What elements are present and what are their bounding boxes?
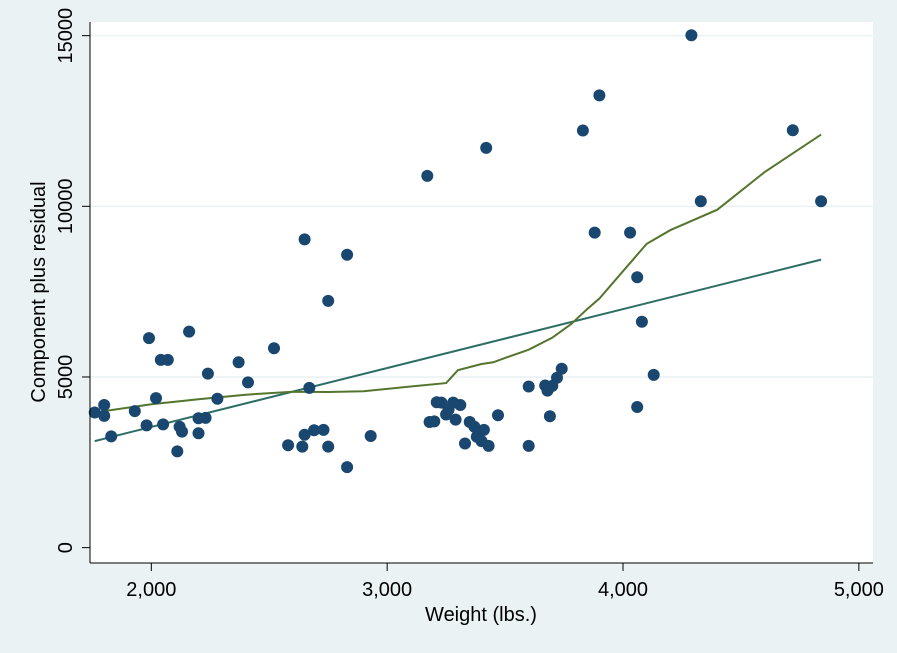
scatter-point-24 [296, 440, 309, 453]
scatter-point-45 [459, 437, 471, 450]
linear-fit-line [94, 258, 822, 443]
scatter-point-69 [647, 368, 660, 381]
x-tick-label-3: 5,000 [834, 579, 884, 601]
scatter-point-61 [555, 362, 568, 375]
scatter-point-67 [631, 401, 644, 413]
scatter-point-72 [786, 124, 799, 137]
scatter-point-53 [492, 409, 504, 422]
plot-area [90, 22, 873, 563]
x-tick-label-0: 2,000 [126, 579, 176, 601]
scatter-point-6 [143, 332, 155, 345]
scatter-point-43 [449, 413, 462, 426]
scatter-point-58 [543, 410, 556, 423]
scatter-point-27 [303, 381, 316, 394]
scatter-point-52 [482, 439, 495, 452]
scatter-point-32 [341, 461, 354, 474]
y-axis-title: Component plus residual [28, 181, 50, 402]
scatter-point-10 [161, 353, 174, 366]
scatter-point-1 [98, 409, 111, 422]
scatter-point-55 [522, 439, 535, 452]
scatter-point-71 [694, 195, 707, 208]
axes: 0 5000 10000 15000 2,000 3,000 4,000 5,000 [55, 8, 884, 601]
fit-lines [94, 133, 822, 443]
scatter-point-5 [140, 419, 153, 432]
scatter-point-4 [128, 405, 141, 418]
scatter-point-35 [421, 169, 434, 182]
lowess-line [94, 133, 822, 414]
scatter-point-50 [477, 423, 490, 436]
scatter-point-13 [176, 425, 188, 438]
scatter-point-11 [171, 445, 184, 458]
scatter-point-70 [685, 29, 698, 42]
scatter-point-47 [468, 420, 481, 433]
scatter-point-64 [593, 89, 606, 102]
scatter-point-2 [98, 399, 111, 411]
scatter-point-73 [815, 195, 828, 208]
scatter-point-21 [242, 376, 254, 389]
y-tick-label-1: 5000 [55, 355, 77, 400]
scatter-point-44 [454, 399, 467, 411]
y-tick-label-0: 0 [55, 542, 77, 553]
scatter-point-28 [308, 424, 321, 437]
scatter-point-17 [199, 411, 212, 424]
scatter-point-23 [282, 439, 295, 452]
scatter-point-25 [298, 428, 311, 441]
scatter-point-33 [341, 248, 354, 261]
scatter-point-18 [201, 367, 214, 380]
scatter-point-31 [322, 294, 335, 307]
scatter-point-16 [192, 427, 205, 440]
scatter-point-37 [428, 415, 441, 428]
scatter-point-65 [624, 226, 637, 239]
scatter-point-0 [88, 406, 101, 419]
x-tick-label-1: 3,000 [362, 579, 412, 601]
scatter-point-22 [268, 342, 280, 355]
scatter-point-54 [522, 380, 535, 393]
scatter-point-3 [105, 430, 118, 443]
scatter-markers [88, 29, 828, 474]
scatter-point-63 [588, 226, 601, 239]
scatter-point-60 [551, 371, 563, 384]
grid-lines [90, 34, 873, 378]
scatter-point-29 [317, 423, 330, 436]
scatter-point-62 [576, 124, 589, 137]
y-tick-label-2: 10000 [55, 179, 77, 235]
y-tick-label-3: 15000 [55, 8, 77, 64]
scatter-point-34 [364, 430, 377, 442]
scatter-point-30 [322, 440, 335, 453]
scatter-point-19 [211, 392, 224, 405]
scatter-point-51 [480, 141, 493, 154]
scatter-point-66 [631, 271, 644, 284]
scatter-point-68 [635, 315, 648, 328]
scatter-point-9 [157, 418, 170, 431]
scatter-point-26 [298, 233, 311, 246]
scatter-point-7 [150, 392, 162, 405]
scatter-point-14 [183, 325, 196, 338]
x-axis-title: Weight (lbs.) [425, 604, 537, 626]
scatter-point-20 [232, 356, 245, 369]
x-tick-label-2: 4,000 [598, 579, 648, 601]
